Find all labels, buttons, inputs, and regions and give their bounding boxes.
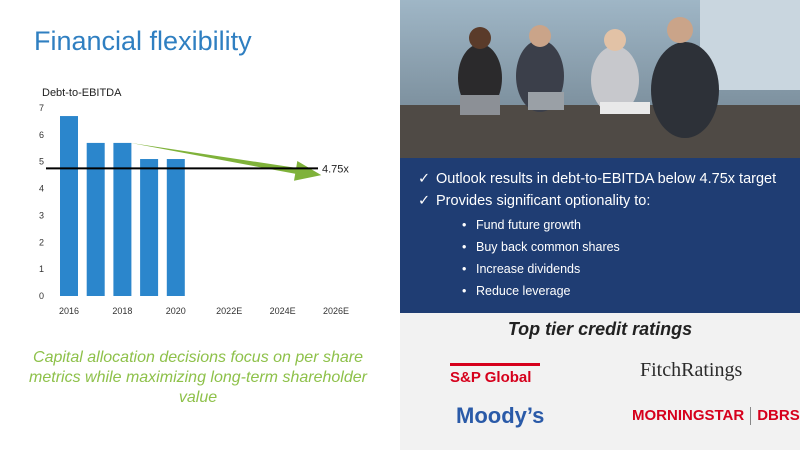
- sp-global-logo: S&P Global: [450, 363, 540, 386]
- bar-2017: [86, 142, 105, 296]
- y-tick-label: 5: [39, 157, 44, 167]
- option-item: Increase dividends: [462, 258, 800, 280]
- y-tick-label: 7: [39, 103, 44, 113]
- fitch-ratings-logo: FitchRatings: [640, 359, 743, 381]
- option-item: Fund future growth: [462, 214, 800, 236]
- trend-arrow: [130, 142, 322, 181]
- option-item: Reduce leverage: [462, 280, 800, 302]
- bullet-text: Outlook results in debt-to-EBITDA below …: [436, 171, 777, 187]
- credit-ratings-panel: Top tier credit ratings S&P Global Fitch…: [400, 313, 800, 450]
- checkmark-icon: ✓: [418, 171, 431, 187]
- y-tick-label: 0: [39, 291, 44, 301]
- y-tick-label: 3: [39, 210, 44, 220]
- target-line-label: 4.75x: [322, 163, 349, 175]
- x-tick-label: 2024E: [270, 306, 296, 316]
- x-tick-label: 2026E: [323, 306, 349, 316]
- x-tick-label: 2016: [59, 306, 79, 316]
- bar-2020: [166, 159, 185, 296]
- outlook-panel: ✓ Outlook results in debt-to-EBITDA below…: [400, 158, 800, 313]
- y-tick-label: 4: [39, 184, 44, 194]
- morningstar-dbrs-logo: MORNINGSTAR DBRS: [632, 407, 800, 426]
- bar-2018: [113, 142, 132, 296]
- bar-2019: [140, 159, 159, 296]
- y-tick-label: 1: [39, 264, 44, 274]
- slide-title: Financial flexibility: [34, 26, 252, 56]
- meeting-photo: [400, 0, 800, 158]
- caption-text: Capital allocation decisions focus on pe…: [29, 349, 367, 406]
- y-tick-label: 2: [39, 237, 44, 247]
- moodys-logo: Moody’s: [456, 403, 545, 428]
- y-tick-label: 6: [39, 130, 44, 140]
- ratings-title: Top tier credit ratings: [507, 319, 693, 339]
- x-tick-label: 2018: [112, 306, 132, 316]
- debt-to-ebitda-chart: Debt-to-EBITDA 0 1 2 3 4 5 6 7 2016 2018 2020 2022E 2…: [39, 87, 349, 316]
- x-tick-label: 2020: [166, 306, 186, 316]
- outlook-bullet: ✓ Outlook results in debt-to-EBITDA below…: [418, 168, 800, 190]
- outlook-bullet: ✓ Provides significant optionality to: Fun…: [418, 190, 800, 302]
- bullet-text: Provides significant optionality to:: [436, 193, 651, 209]
- checkmark-icon: ✓: [418, 193, 431, 209]
- y-axis-label: Debt-to-EBITDA: [42, 87, 122, 99]
- x-tick-label: 2022E: [216, 306, 242, 316]
- bar-2016: [60, 116, 78, 296]
- option-item: Buy back common shares: [462, 236, 800, 258]
